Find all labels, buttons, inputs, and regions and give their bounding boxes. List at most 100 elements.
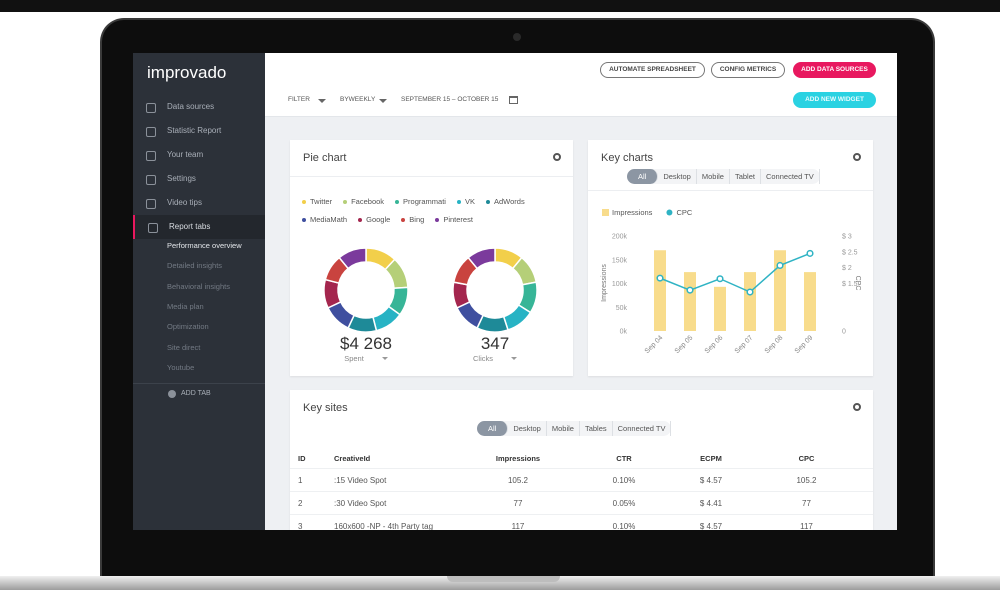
caret — [382, 357, 388, 360]
legend-label: Pinterest — [443, 215, 473, 224]
bar — [654, 250, 666, 331]
axis-title: CPC — [854, 276, 861, 291]
gear-icon[interactable] — [553, 153, 561, 161]
table-cell: :30 Video Spot — [334, 499, 387, 508]
table-cell: :15 Video Spot — [334, 476, 387, 485]
submenu-item[interactable]: Performance overview — [167, 241, 242, 250]
submenu-item[interactable]: Media plan — [167, 301, 204, 311]
tab[interactable]: Desktop — [658, 169, 697, 184]
tabs: All Desktop Mobile Tables Connected TV — [477, 421, 672, 436]
legend-dot — [302, 217, 306, 222]
gear-icon[interactable] — [853, 403, 861, 411]
tick-label: $ 3 — [842, 234, 852, 241]
tab[interactable]: Mobile — [547, 421, 580, 436]
period[interactable]: BYWEEKLY — [340, 96, 376, 103]
submenu-item[interactable]: Detailed insights — [167, 261, 223, 271]
toolbar: AUTOMATE SPREADSHEET CONFIG METRICS ADD … — [265, 53, 897, 117]
bar — [744, 272, 756, 331]
add-tab[interactable]: ADD TAB — [181, 390, 211, 397]
donut-segment — [338, 247, 367, 270]
tab[interactable]: Connected TV — [761, 169, 820, 184]
table-cell: $ 4.57 — [699, 522, 723, 530]
legend-item: Facebook — [343, 197, 384, 206]
divider — [588, 190, 873, 191]
card-title: Key charts — [601, 152, 653, 164]
tab[interactable]: Tables — [580, 421, 613, 436]
legend-label: AdWords — [493, 197, 525, 206]
tab[interactable]: Mobile — [697, 169, 730, 184]
tick-label: 150k — [612, 257, 628, 264]
menu-item[interactable]: Statistic Report — [133, 119, 265, 143]
button[interactable]: ADD NEW WIDGET — [793, 92, 876, 108]
button[interactable]: AUTOMATE SPREADSHEET — [600, 62, 705, 78]
button[interactable]: CONFIG METRICS — [711, 62, 785, 78]
column-header[interactable]: CPC — [798, 454, 815, 463]
table-cell: $ 4.57 — [699, 476, 723, 485]
column-header[interactable]: CTR — [616, 454, 632, 463]
menu-item[interactable]: Data sources — [133, 95, 265, 119]
submenu-item[interactable]: Site direct — [167, 342, 201, 352]
tick-label: 0k — [620, 329, 628, 336]
tab[interactable]: All — [627, 169, 659, 184]
calendar-icon[interactable] — [509, 96, 518, 104]
legend-label: VK — [464, 197, 475, 206]
legend-item: VK — [456, 197, 475, 206]
combo-chart: 0k 50k 100k 150k 200k 0 $ 1.5 $ 2 $ 2.5 $ 3 Impres… — [601, 208, 861, 355]
legend-item: Twitter — [302, 197, 332, 206]
column-header[interactable]: Impressions — [495, 454, 541, 463]
column-header[interactable]: ECPM — [700, 454, 722, 463]
menu-item[interactable]: Video tips — [133, 191, 265, 215]
caret — [379, 99, 387, 103]
table-cell: 77 — [802, 499, 811, 508]
submenu-item[interactable]: Youtube — [167, 362, 195, 372]
column-header[interactable]: CreativeId — [334, 454, 371, 463]
legend-item: Programmati — [395, 197, 446, 206]
table-cell: 1 — [298, 476, 303, 485]
menu-item[interactable]: Settings — [133, 167, 265, 191]
date-range[interactable]: SEPTEMBER 15 – OCTOBER 15 — [401, 96, 499, 103]
legend-label: MediaMath — [310, 215, 348, 224]
legend-dot — [435, 217, 440, 222]
table-cell: 77 — [513, 499, 523, 508]
filter[interactable]: FILTER — [288, 96, 310, 103]
legend-dot — [395, 199, 400, 204]
gear-icon[interactable] — [853, 153, 861, 161]
tabs: All Desktop Mobile Tablet Connected TV — [627, 169, 820, 184]
legend-item: Pinterest — [435, 215, 473, 224]
bar — [714, 286, 726, 331]
menu-item[interactable]: Your team — [133, 143, 265, 167]
tab[interactable]: Tablet — [730, 169, 761, 184]
axis-title: Impressions — [601, 264, 608, 302]
legend-swatch — [666, 209, 673, 216]
tick-label: $ 1.5 — [842, 281, 858, 288]
column-header[interactable]: ID — [298, 454, 306, 463]
logo[interactable]: improvado — [147, 63, 227, 82]
line-point — [686, 286, 694, 294]
legend-label: Facebook — [351, 197, 385, 206]
bar — [684, 272, 696, 331]
donut-segment — [323, 278, 342, 309]
tab[interactable]: Connected TV — [613, 421, 672, 436]
bar — [774, 250, 786, 331]
tab[interactable]: Desktop — [508, 421, 547, 436]
menu-item[interactable]: Report tabs — [133, 215, 265, 239]
table-cell: 0.10% — [612, 476, 636, 485]
legend: Twitter Facebook Programmati VK AdWords Media… — [302, 197, 567, 224]
line — [659, 252, 811, 293]
x-tick-label: Sep 06 — [704, 334, 725, 355]
button[interactable]: ADD DATA SOURCES — [793, 62, 876, 78]
screen: improvado ADD TAB Data sources Statistic … — [133, 53, 897, 530]
table-cell: 160x600 -NP - 4th Party tag — [334, 522, 434, 530]
legend-dot — [343, 199, 348, 204]
submenu-item[interactable]: Optimization — [167, 322, 209, 332]
divider — [290, 176, 573, 177]
tab[interactable]: All — [477, 421, 509, 436]
submenu-item[interactable]: Behavioral insights — [167, 281, 230, 291]
legend-dot — [485, 199, 490, 204]
table-cell: 3 — [298, 522, 303, 530]
legend-label: Programmati — [403, 197, 446, 206]
tick-label: $ 2.5 — [842, 249, 858, 256]
pie-card: Pie chart Twitter Facebook Programmati VK Ad… — [290, 140, 573, 376]
